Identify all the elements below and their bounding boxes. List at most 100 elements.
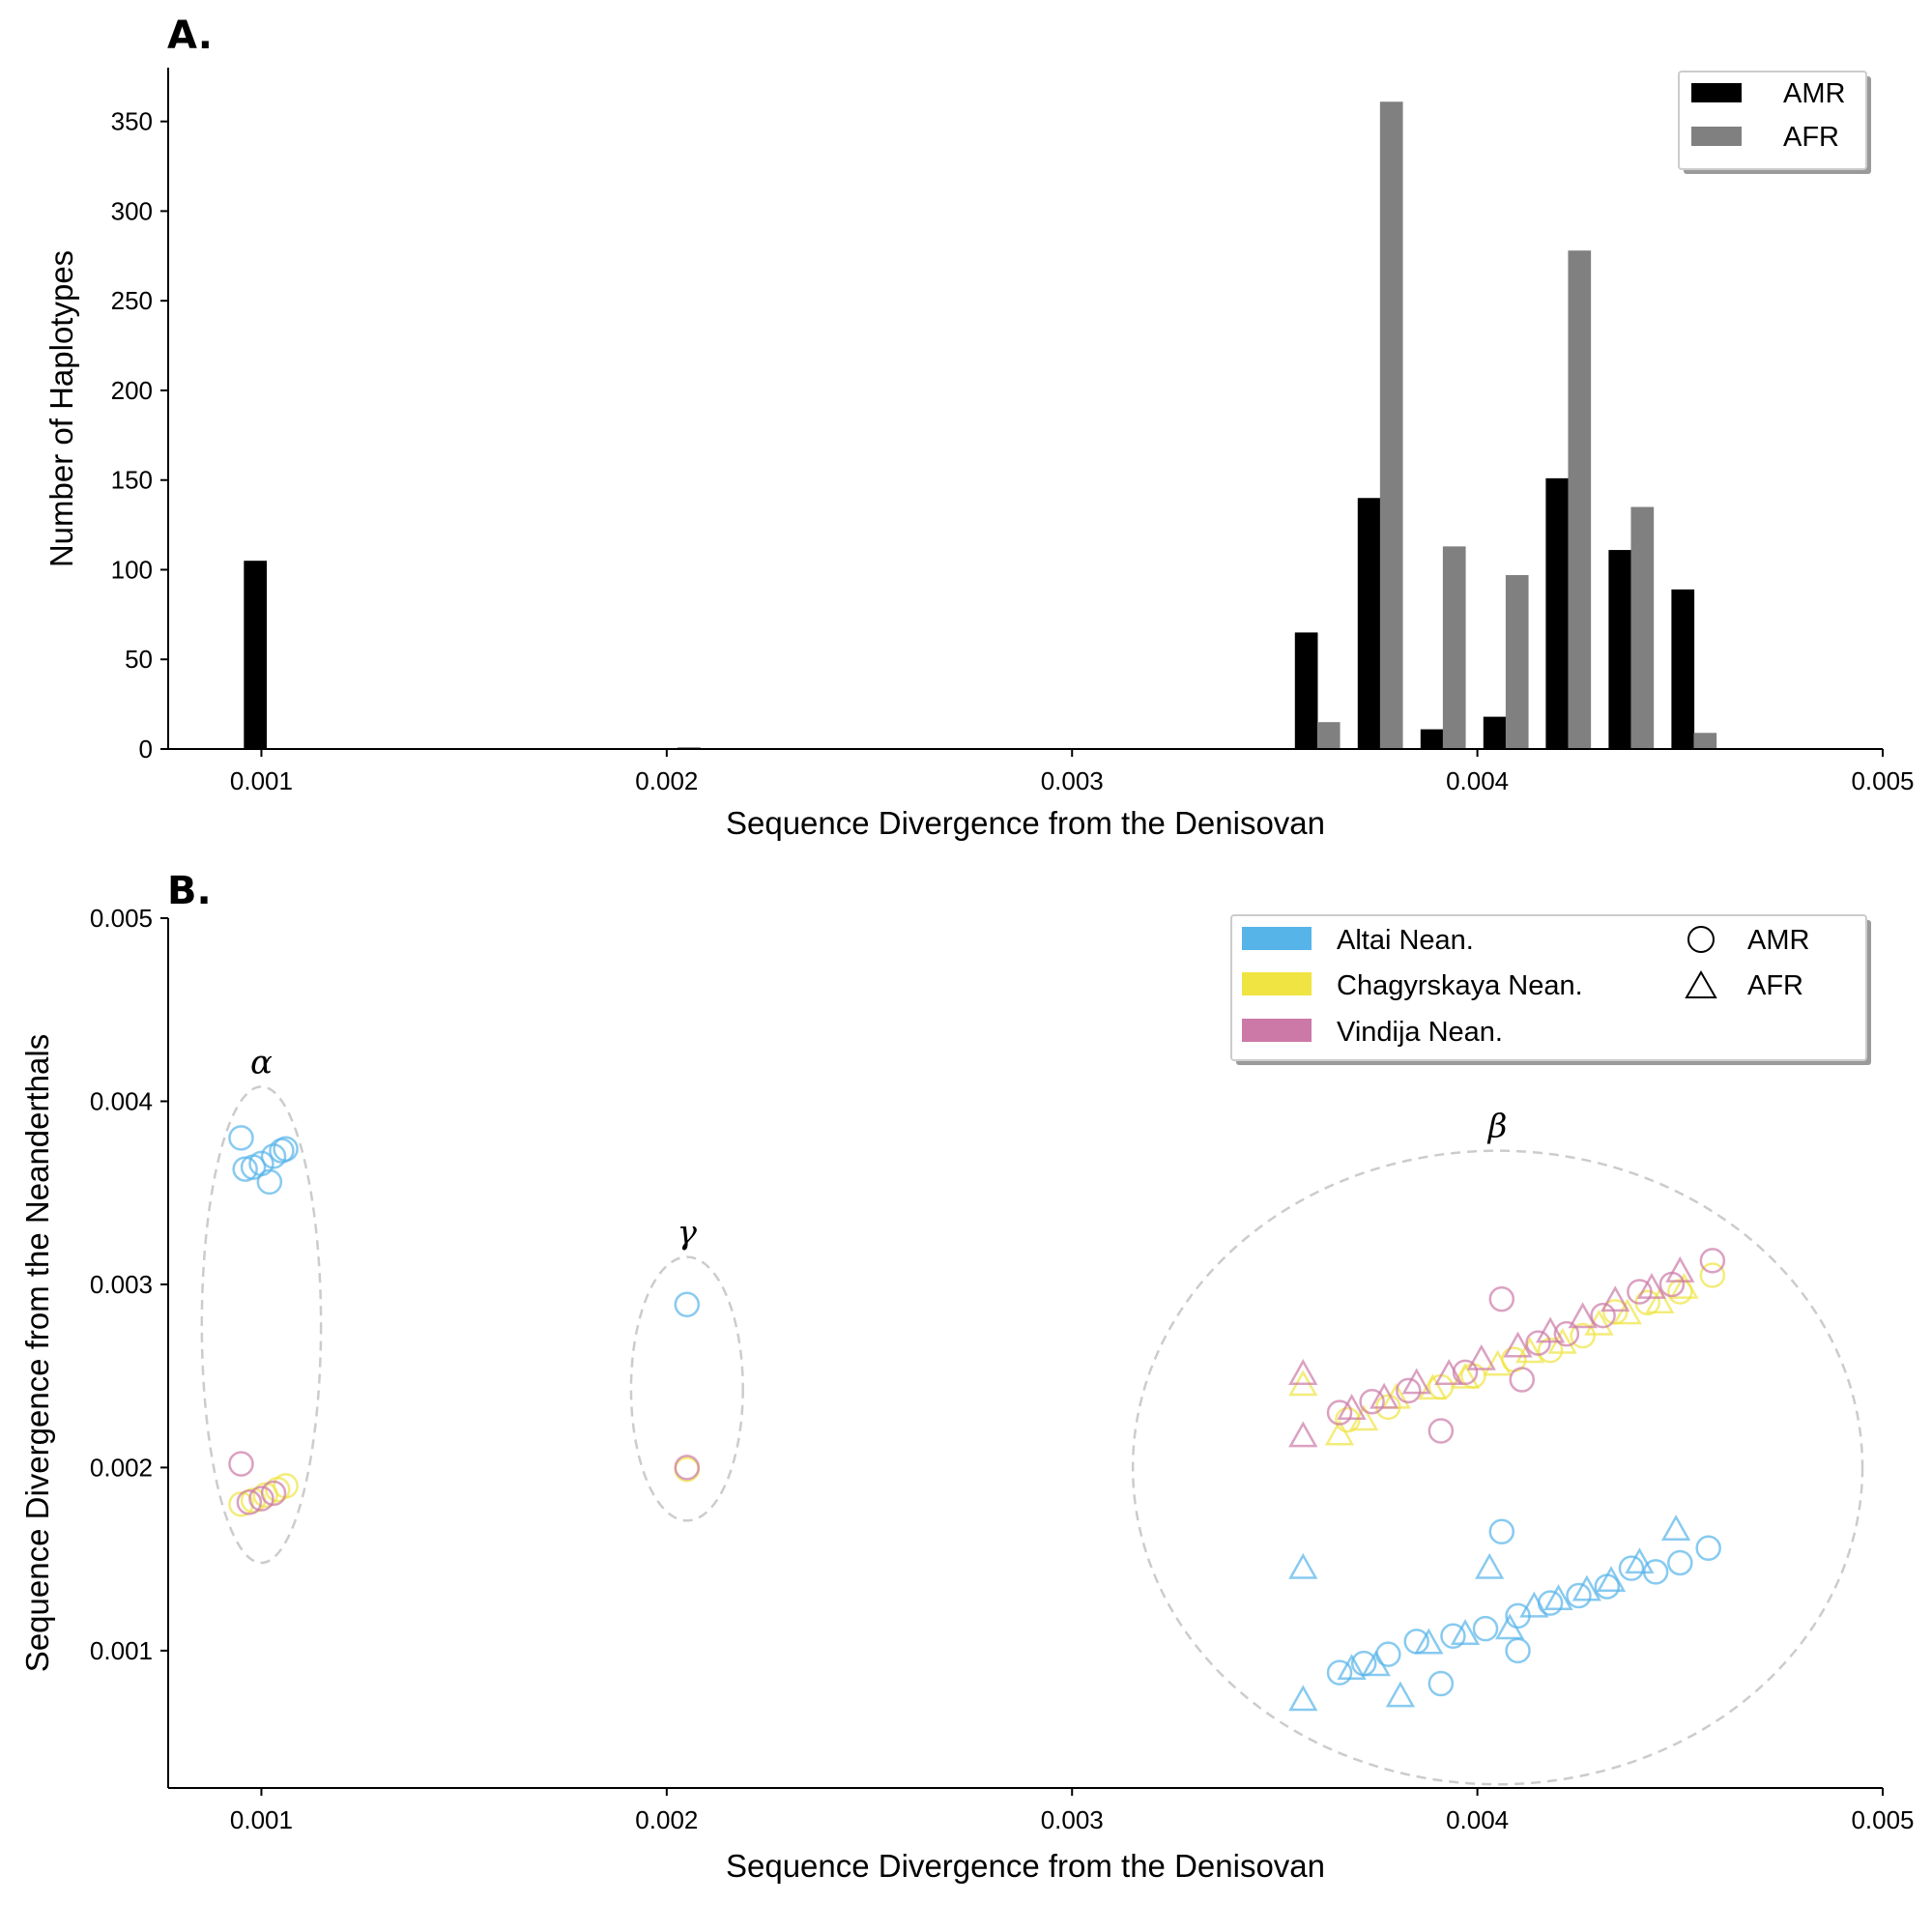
scatter-point-triangle xyxy=(1288,1685,1318,1712)
panel-b-legend: Altai Nean. Chagyrskaya Nean. Vindija Ne… xyxy=(1230,914,1871,1065)
scatter-point-circle xyxy=(1427,1418,1455,1444)
scatter-point-circle xyxy=(1488,1518,1515,1544)
scatter-point-circle xyxy=(1326,1399,1353,1426)
x-tick-label: 0.005 xyxy=(1851,1805,1914,1834)
scatter-point-triangle xyxy=(1596,1566,1627,1593)
scatter-point-circle xyxy=(1505,1637,1531,1664)
scatter-point-triangle xyxy=(1503,1331,1533,1358)
scatter-point-circle xyxy=(1403,1629,1429,1655)
scatter-point-triangle xyxy=(1385,1681,1416,1708)
panel-b-y-ticks: 0.001 0.002 0.003 0.004 0.005 xyxy=(90,904,168,1665)
x-tick-label: 0.002 xyxy=(635,766,698,795)
legend-label-marker-afr: AFR xyxy=(1747,970,1803,1001)
legend-swatch-chagyrskaya xyxy=(1242,972,1312,995)
scatter-point-triangle xyxy=(1584,1309,1614,1336)
scatter-point-circle xyxy=(1427,1373,1455,1400)
scatter-point-circle xyxy=(1594,1573,1621,1600)
scatter-point-circle xyxy=(1359,1388,1385,1415)
scatter-point-circle xyxy=(674,1455,701,1481)
scatter-point-triangle xyxy=(1361,1650,1391,1677)
scatter-point-triangle xyxy=(1414,1628,1444,1655)
scatter-point-circle xyxy=(1566,1582,1592,1609)
scatter-point-triangle xyxy=(1434,1359,1464,1385)
scatter-point-triangle xyxy=(1665,1255,1695,1283)
y-tick-label: 300 xyxy=(111,196,153,225)
bar-amr-2 xyxy=(1294,632,1318,749)
scatter-point-triangle xyxy=(1401,1368,1431,1395)
y-tick-label: 250 xyxy=(111,286,153,315)
scatter-point-circle xyxy=(1452,1359,1479,1386)
x-tick-label: 0.005 xyxy=(1851,766,1914,795)
scatter-point-circle xyxy=(1553,1320,1580,1347)
panel-a-bars xyxy=(244,101,1717,750)
scatter-point-triangle xyxy=(1466,1343,1496,1370)
legend-marker-triangle-icon xyxy=(1685,969,1717,998)
bar-amr-3 xyxy=(1357,498,1381,749)
legend-label-amr: AMR xyxy=(1783,78,1845,109)
scatter-point-circle xyxy=(248,1485,274,1512)
scatter-point-circle xyxy=(232,1156,258,1182)
legend-swatch-vindija xyxy=(1242,1019,1312,1042)
scatter-point-triangle xyxy=(1495,1613,1525,1640)
scatter-point-triangle xyxy=(1645,1287,1675,1314)
scatter-point-circle xyxy=(1699,1262,1726,1288)
scatter-point-triangle xyxy=(1519,1591,1549,1618)
y-tick-label: 350 xyxy=(111,107,153,136)
y-tick-label: 0.003 xyxy=(90,1270,153,1299)
bar-afr-3 xyxy=(1379,101,1403,749)
scatter-point-circle xyxy=(1472,1615,1499,1642)
panel-a-label: A. xyxy=(167,14,213,58)
scatter-point-circle xyxy=(228,1451,254,1477)
cluster-outline xyxy=(1131,1149,1864,1786)
scatter-point-circle xyxy=(1375,1641,1401,1667)
scatter-point-circle xyxy=(256,1168,283,1196)
scatter-point-circle xyxy=(1335,1406,1361,1433)
x-tick-label: 0.003 xyxy=(1041,766,1104,795)
scatter-point-circle xyxy=(1440,1623,1466,1649)
scatter-point-triangle xyxy=(1568,1302,1598,1329)
scatter-point-triangle xyxy=(1535,1316,1566,1343)
scatter-point-triangle xyxy=(1288,1359,1318,1385)
bar-amr-6 xyxy=(1545,477,1570,749)
legend-label-marker-amr: AMR xyxy=(1747,925,1809,956)
scatter-point-circle xyxy=(1509,1367,1535,1393)
y-tick-label: 0.004 xyxy=(90,1086,153,1115)
bar-afr-6 xyxy=(1568,250,1592,750)
scatter-point-triangle xyxy=(1370,1382,1399,1409)
y-tick-label: 150 xyxy=(111,466,153,495)
bar-afr-5 xyxy=(1505,575,1529,749)
y-tick-label: 0.002 xyxy=(90,1453,153,1482)
scatter-point-triangle xyxy=(1288,1421,1318,1448)
scatter-point-circle xyxy=(1590,1302,1616,1329)
panel-a-x-axis-label: Sequence Divergence from the Denisovan xyxy=(726,805,1325,841)
panel-b-points xyxy=(228,1125,1726,1712)
scatter-point-circle xyxy=(1537,1337,1564,1364)
x-tick-label: 0.004 xyxy=(1446,766,1509,795)
scatter-point-triangle xyxy=(1636,1272,1667,1299)
panel-b-y-axis-label: Sequence Divergence from the Neanderthal… xyxy=(19,1034,55,1672)
bar-afr-7 xyxy=(1630,506,1655,749)
bar-afr-8 xyxy=(1693,733,1717,749)
scatter-point-circle xyxy=(1525,1330,1551,1356)
panel-b-clusters: α γ β xyxy=(200,1043,1864,1786)
panel-b-label: B. xyxy=(167,869,212,913)
scatter-point-triangle xyxy=(1514,1337,1545,1364)
scatter-point-circle xyxy=(674,1291,701,1318)
panel-a-legend: AMR AFR xyxy=(1678,71,1871,174)
x-tick-label: 0.004 xyxy=(1446,1805,1509,1834)
cluster-label: γ xyxy=(678,1214,698,1253)
bar-amr-8 xyxy=(1671,589,1695,749)
cluster-outline xyxy=(629,1255,744,1522)
scatter-point-triangle xyxy=(1612,1298,1642,1325)
scatter-point-triangle xyxy=(1337,1654,1367,1680)
scatter-point-circle xyxy=(260,1143,287,1169)
legend-swatch-altai xyxy=(1242,927,1312,950)
scatter-point-triangle xyxy=(1600,1285,1630,1312)
x-tick-label: 0.001 xyxy=(230,766,293,795)
scatter-point-circle xyxy=(236,1489,263,1515)
x-tick-label: 0.003 xyxy=(1041,1805,1104,1834)
scatter-point-circle xyxy=(260,1480,287,1507)
legend-marker-circle-icon xyxy=(1687,926,1715,953)
scatter-point-circle xyxy=(228,1125,254,1151)
